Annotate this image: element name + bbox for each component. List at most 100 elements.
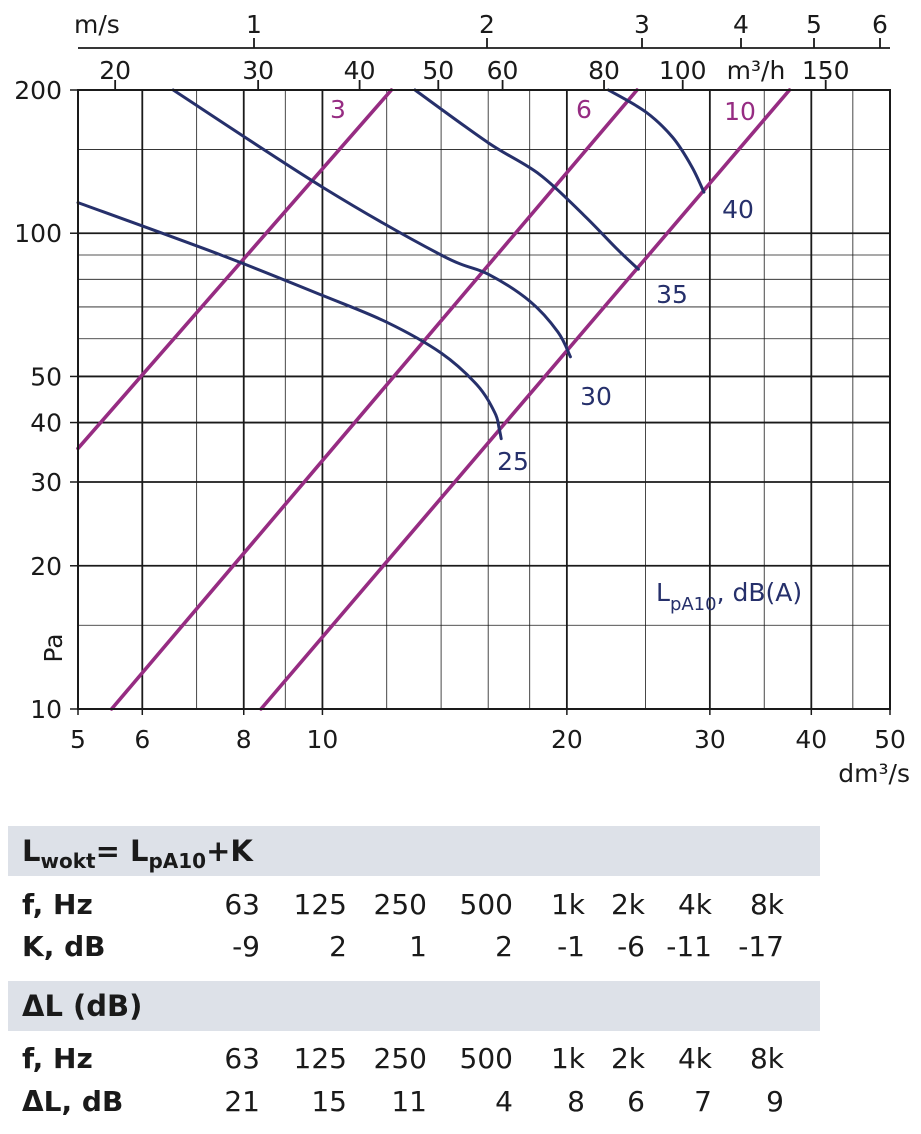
k-title-sub2: pA10	[148, 848, 207, 873]
dl-value-cell: 15	[311, 1085, 347, 1118]
k-freq-cell: 1k	[550, 888, 585, 921]
dl-freq-cell: 2k	[610, 1042, 645, 1075]
series-line-velocity-10	[259, 88, 792, 711]
k-freq-cell: 4k	[677, 888, 712, 921]
y-tick-label: 30	[30, 468, 62, 497]
x-tick-label: 8	[236, 725, 252, 754]
legend-note: LpA10, dB(A)	[656, 578, 802, 615]
legend-note-rest: , dB(A)	[717, 578, 803, 607]
top-flow-tick-label: 30	[242, 56, 274, 85]
dl-freq-head: f, Hz	[22, 1042, 93, 1075]
x-tick-label: 6	[134, 725, 150, 754]
dl-freq-cell: 250	[373, 1042, 427, 1075]
curve-label-30: 30	[580, 382, 612, 411]
k-table-k-row: K, dB -9 2 1 2 -1 -6 -11 -17	[0, 930, 921, 968]
top-velocity-tick-label: 1	[246, 10, 262, 39]
k-value-cell: 2	[495, 930, 513, 963]
k-title-mid: = L	[95, 834, 149, 868]
chart: m/s 1 2 3 4 5 6 20 30 40 50 60 80 100 150 m³/h 5 6 8 10 20 3…	[14, 10, 910, 788]
k-value-cell: 2	[329, 930, 347, 963]
top-flow-tick-label: 80	[588, 56, 620, 85]
dl-row-head: ΔL, dB	[22, 1085, 124, 1118]
k-title-sub1: wokt	[40, 848, 96, 873]
k-value-cell: -6	[617, 930, 645, 963]
y-axis-label: Pa	[39, 633, 68, 662]
x-tick-label: 30	[694, 725, 726, 754]
series-line-sound-40	[606, 88, 706, 194]
dl-value-cell: 7	[694, 1085, 712, 1118]
k-value-cell: -17	[738, 930, 784, 963]
y-tick-label: 40	[30, 409, 62, 438]
dl-freq-cell: 1k	[550, 1042, 585, 1075]
curve-label-40: 40	[722, 195, 754, 224]
top-velocity-tick-label: 6	[872, 10, 888, 39]
k-freq-cell: 125	[293, 888, 347, 921]
dl-value-cell: 8	[567, 1085, 585, 1118]
x-tick-label: 50	[874, 725, 906, 754]
k-title-rest: +K	[206, 834, 253, 868]
legend-note-sub: pA10	[670, 594, 717, 615]
k-freq-cell: 63	[224, 888, 260, 921]
k-freq-cell: 250	[373, 888, 427, 921]
k-value-cell: 1	[409, 930, 427, 963]
x-tick-label: 5	[70, 725, 86, 754]
series-line-velocity-6	[109, 88, 639, 711]
grid-major	[78, 90, 890, 709]
curve-label-25: 25	[497, 447, 529, 476]
curve-label-6: 6	[576, 95, 592, 124]
legend-note-main: L	[656, 578, 670, 607]
grid-minor	[78, 90, 890, 709]
plot-series	[76, 88, 792, 711]
series-line-sound-35	[413, 88, 640, 271]
dl-table-freq-row: f, Hz 63 125 250 500 1k 2k 4k 8k	[0, 1042, 921, 1080]
k-freq-cell: 2k	[610, 888, 645, 921]
x-axis-label: dm³/s	[838, 759, 910, 788]
x-tick-labels: 5 6 8 10 20 30 40 50	[70, 709, 906, 754]
dl-value-cell: 11	[391, 1085, 427, 1118]
dl-freq-cell: 125	[293, 1042, 347, 1075]
dl-value-cell: 4	[495, 1085, 513, 1118]
k-title-main: L	[22, 834, 41, 868]
top-flow-tick-label: 100	[659, 56, 707, 85]
series-line-velocity-3	[76, 88, 394, 451]
top-flow-tick-label: 40	[344, 56, 376, 85]
top-flow-axis-label: m³/h	[727, 56, 786, 85]
top-flow-tick-label: 150	[802, 56, 850, 85]
top-flow-tick-label: 20	[99, 56, 131, 85]
k-table-freq-row: f, Hz 63 125 250 500 1k 2k 4k 8k	[0, 888, 921, 926]
y-tick-label: 50	[30, 362, 62, 391]
y-tick-label: 200	[14, 76, 62, 105]
series-line-sound-25	[76, 201, 503, 441]
series-line-sound-30	[171, 88, 572, 359]
x-tick-label: 40	[795, 725, 827, 754]
curve-label-10: 10	[724, 97, 756, 126]
x-tick-label: 10	[307, 725, 339, 754]
top-velocity-tick-label: 3	[634, 10, 650, 39]
top-velocity-tick-label: 4	[733, 10, 749, 39]
top-velocity-axis-label: m/s	[74, 10, 120, 39]
top-flow-tick-label: 60	[487, 56, 519, 85]
k-value-cell: -9	[232, 930, 260, 963]
top-velocity-tick-label: 5	[806, 10, 822, 39]
y-tick-labels: 10 20 30 40 50 100 200	[14, 76, 78, 724]
k-freq-head: f, Hz	[22, 888, 93, 921]
top-velocity-tick-label: 2	[479, 10, 495, 39]
y-tick-label: 100	[14, 219, 62, 248]
plot-frame	[77, 89, 891, 710]
k-table-header-band	[8, 826, 820, 876]
curve-label-35: 35	[656, 280, 688, 309]
top-axis: m/s 1 2 3 4 5 6 20 30 40 50 60 80 100 150 m³/h	[74, 10, 890, 90]
dl-freq-cell: 8k	[749, 1042, 784, 1075]
dl-table-value-row: ΔL, dB 21 15 11 4 8 6 7 9	[0, 1085, 921, 1123]
dl-freq-cell: 4k	[677, 1042, 712, 1075]
dl-table-title: ΔL (dB)	[22, 989, 143, 1023]
curve-labels: 3 6 10 25 30 35 40	[330, 95, 756, 476]
dl-table-header-band	[8, 981, 820, 1031]
k-row-head: K, dB	[22, 930, 106, 963]
top-flow-tick-label: 50	[422, 56, 454, 85]
y-tick-label: 20	[30, 552, 62, 581]
k-value-cell: -1	[557, 930, 585, 963]
dl-freq-cell: 63	[224, 1042, 260, 1075]
y-tick-label: 10	[30, 695, 62, 724]
k-value-cell: -11	[666, 930, 712, 963]
